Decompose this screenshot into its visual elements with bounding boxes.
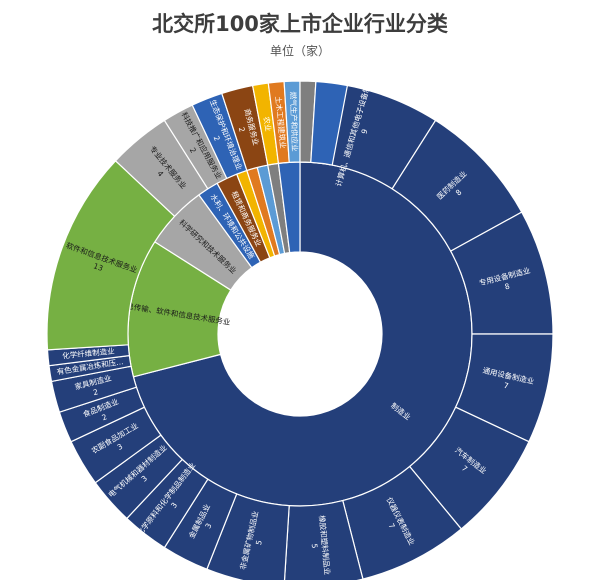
svg-text:5: 5 xyxy=(254,539,264,546)
outer-label-22: 土木工程建筑业 xyxy=(274,96,289,150)
svg-text:7: 7 xyxy=(460,464,469,474)
chart-subtitle: 单位（家） xyxy=(269,44,330,58)
svg-text:7: 7 xyxy=(386,522,396,531)
svg-text:燃气生产和供应业: 燃气生产和供应业 xyxy=(288,91,300,152)
svg-text:5: 5 xyxy=(310,543,319,549)
chart-title: 北交所100家上市企业行业分类 xyxy=(152,12,448,36)
svg-text:农业: 农业 xyxy=(262,116,274,133)
svg-text:3: 3 xyxy=(139,474,149,484)
svg-text:9: 9 xyxy=(360,128,370,135)
svg-text:3: 3 xyxy=(169,500,179,509)
svg-text:13: 13 xyxy=(92,261,104,273)
svg-text:4: 4 xyxy=(155,169,165,179)
svg-text:2: 2 xyxy=(92,387,99,397)
outer-slice-25 xyxy=(310,80,349,166)
svg-text:2: 2 xyxy=(188,146,198,155)
outer-label-15: 化学纤维制造业 xyxy=(62,346,116,361)
svg-text:8: 8 xyxy=(454,187,464,197)
svg-text:化学纤维制造业: 化学纤维制造业 xyxy=(62,346,116,361)
outer-label-23: 燃气生产和供应业 xyxy=(288,91,300,152)
svg-text:2: 2 xyxy=(237,126,247,133)
svg-text:土木工程建筑业: 土木工程建筑业 xyxy=(274,96,289,150)
outer-label-21: 农业 xyxy=(262,116,274,133)
svg-text:2: 2 xyxy=(101,412,109,422)
svg-text:2: 2 xyxy=(212,135,222,143)
svg-text:8: 8 xyxy=(504,281,511,291)
svg-text:7: 7 xyxy=(503,381,510,391)
svg-text:3: 3 xyxy=(203,521,213,530)
svg-text:3: 3 xyxy=(116,442,125,452)
